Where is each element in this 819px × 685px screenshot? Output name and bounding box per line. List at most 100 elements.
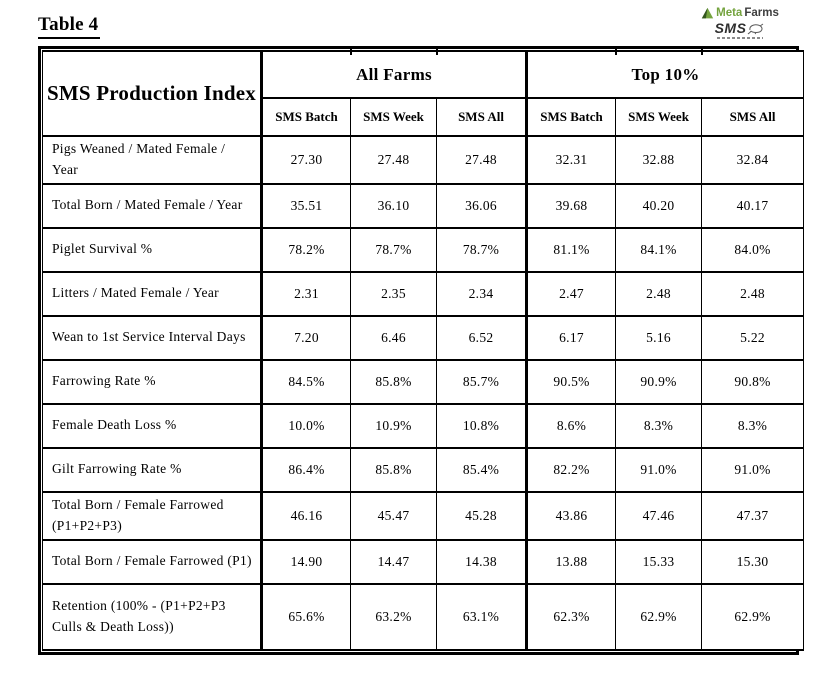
table-row: Female Death Loss % 10.0% 10.9% 10.8% 8.… (42, 402, 805, 449)
value-cell: 27.48 (435, 135, 528, 185)
value-cell: 65.6% (260, 582, 351, 651)
value-cell: 43.86 (525, 490, 617, 541)
page-title: Table 4 (38, 14, 101, 39)
value-cell: 2.31 (260, 270, 351, 317)
value-cell: 2.35 (350, 270, 437, 317)
row-label: Wean to 1st Service Interval Days (42, 314, 262, 361)
value-cell: 35.51 (260, 182, 351, 229)
sms-production-index-table: SMS Production Index All Farms Top 10% S… (42, 50, 805, 651)
value-cell: 10.9% (350, 402, 437, 449)
value-cell: 8.3% (701, 402, 805, 449)
table-row: Total Born / Mated Female / Year 35.51 3… (42, 182, 805, 229)
value-cell: 62.9% (701, 582, 805, 651)
row-label: Total Born / Mated Female / Year (42, 182, 262, 229)
value-cell: 86.4% (260, 446, 351, 493)
metafarms-brand: Meta Farms (694, 7, 786, 20)
group-header-top-10: Top 10% (525, 50, 805, 99)
value-cell: 85.7% (435, 358, 528, 405)
brand-farms: Farms (744, 7, 779, 20)
logo-tagline-illegible (717, 36, 763, 39)
value-cell: 46.16 (260, 490, 351, 541)
value-cell: 36.10 (350, 182, 437, 229)
value-cell: 13.88 (525, 538, 617, 585)
col-header-top-sms-all: SMS All (701, 97, 805, 137)
value-cell: 62.3% (525, 582, 617, 651)
pig-scribble-icon (748, 23, 764, 35)
border-tick (615, 49, 617, 55)
value-cell: 8.3% (615, 402, 703, 449)
value-cell: 10.0% (260, 402, 351, 449)
value-cell: 90.8% (701, 358, 805, 405)
value-cell: 84.1% (615, 226, 703, 273)
value-cell: 40.17 (701, 182, 805, 229)
border-tick (350, 49, 352, 55)
value-cell: 84.0% (701, 226, 805, 273)
value-cell: 63.1% (435, 582, 528, 651)
row-label: Total Born / Female Farrowed (P1) (42, 538, 262, 585)
value-cell: 91.0% (615, 446, 703, 493)
value-cell: 2.47 (525, 270, 617, 317)
table-row: Retention (100% - (P1+P2+P3 Culls & Deat… (42, 582, 805, 651)
metafarms-triangle-icon (701, 7, 714, 19)
col-header-top-sms-week: SMS Week (615, 97, 703, 137)
value-cell: 15.30 (701, 538, 805, 585)
value-cell: 78.7% (435, 226, 528, 273)
value-cell: 5.16 (615, 314, 703, 361)
border-tick (436, 49, 438, 55)
value-cell: 32.31 (525, 135, 617, 185)
value-cell: 45.47 (350, 490, 437, 541)
table-row: Gilt Farrowing Rate % 86.4% 85.8% 85.4% … (42, 446, 805, 493)
table-row: Piglet Survival % 78.2% 78.7% 78.7% 81.1… (42, 226, 805, 273)
brand-meta: Meta (716, 7, 743, 20)
table-row: Total Born / Female Farrowed (P1+P2+P3) … (42, 490, 805, 541)
value-cell: 82.2% (525, 446, 617, 493)
value-cell: 27.30 (260, 135, 351, 185)
row-label: Female Death Loss % (42, 402, 262, 449)
value-cell: 14.47 (350, 538, 437, 585)
value-cell: 27.48 (350, 135, 437, 185)
value-cell: 78.7% (350, 226, 437, 273)
value-cell: 7.20 (260, 314, 351, 361)
sms-logo-line: SMS (694, 21, 786, 36)
metafarms-logo: Meta Farms SMS (694, 7, 786, 39)
value-cell: 6.17 (525, 314, 617, 361)
value-cell: 14.38 (435, 538, 528, 585)
production-index-table-frame: SMS Production Index All Farms Top 10% S… (38, 46, 805, 655)
value-cell: 85.8% (350, 446, 437, 493)
value-cell: 47.37 (701, 490, 805, 541)
col-header-all-sms-all: SMS All (435, 97, 528, 137)
value-cell: 2.48 (615, 270, 703, 317)
value-cell: 6.46 (350, 314, 437, 361)
value-cell: 47.46 (615, 490, 703, 541)
value-cell: 2.34 (435, 270, 528, 317)
col-header-all-sms-week: SMS Week (350, 97, 437, 137)
value-cell: 8.6% (525, 402, 617, 449)
row-label: Litters / Mated Female / Year (42, 270, 262, 317)
value-cell: 15.33 (615, 538, 703, 585)
value-cell: 78.2% (260, 226, 351, 273)
table-row: Pigs Weaned / Mated Female / Year 27.30 … (42, 135, 805, 185)
value-cell: 85.4% (435, 446, 528, 493)
row-label: Total Born / Female Farrowed (P1+P2+P3) (42, 490, 262, 541)
value-cell: 2.48 (701, 270, 805, 317)
value-cell: 85.8% (350, 358, 437, 405)
value-cell: 81.1% (525, 226, 617, 273)
group-header-all-farms: All Farms (259, 50, 528, 99)
table-row: Total Born / Female Farrowed (P1) 14.90 … (42, 538, 805, 585)
value-cell: 62.9% (615, 582, 703, 651)
value-cell: 45.28 (435, 490, 528, 541)
value-cell: 36.06 (435, 182, 528, 229)
group-header-row: SMS Production Index All Farms Top 10% (42, 50, 805, 137)
value-cell: 14.90 (260, 538, 351, 585)
value-cell: 91.0% (701, 446, 805, 493)
row-label: Retention (100% - (P1+P2+P3 Culls & Deat… (42, 582, 262, 651)
table-title-cell: SMS Production Index (42, 50, 262, 137)
table-row: Litters / Mated Female / Year 2.31 2.35 … (42, 270, 805, 317)
row-label: Gilt Farrowing Rate % (42, 446, 262, 493)
value-cell: 84.5% (260, 358, 351, 405)
value-cell: 40.20 (615, 182, 703, 229)
value-cell: 10.8% (435, 402, 528, 449)
value-cell: 6.52 (435, 314, 528, 361)
table-row: Wean to 1st Service Interval Days 7.20 6… (42, 314, 805, 361)
value-cell: 39.68 (525, 182, 617, 229)
